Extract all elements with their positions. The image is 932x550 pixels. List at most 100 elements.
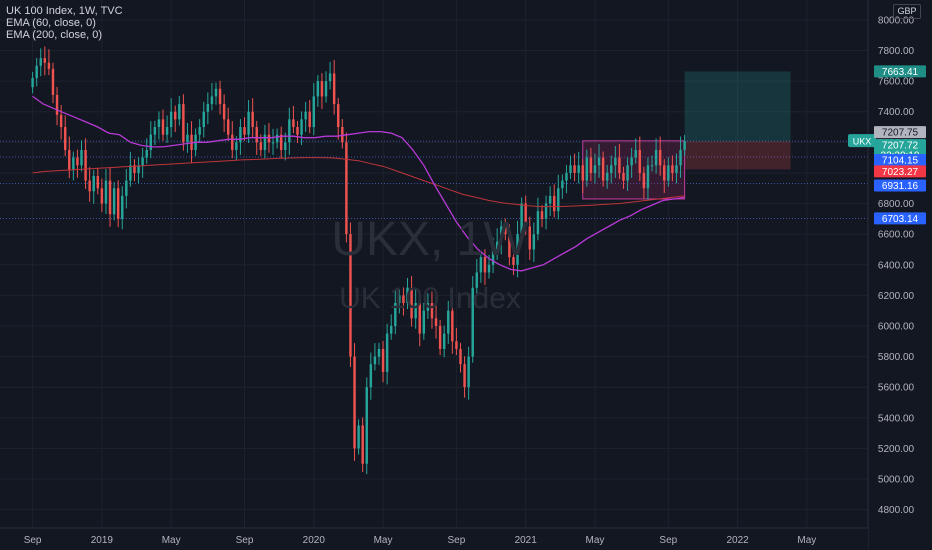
candle-body bbox=[512, 257, 515, 265]
candle-body bbox=[178, 104, 181, 120]
candle-body bbox=[157, 119, 161, 128]
price-label bbox=[874, 65, 926, 78]
price-label bbox=[874, 179, 926, 192]
time-tick-label: 2021 bbox=[515, 535, 538, 546]
candle-body bbox=[112, 188, 116, 215]
candle-body bbox=[263, 134, 267, 150]
candle-body bbox=[31, 78, 34, 88]
candle-body bbox=[345, 142, 348, 235]
time-tick-label: Sep bbox=[24, 535, 42, 546]
long-position-tool[interactable] bbox=[684, 71, 791, 170]
candle-body bbox=[174, 111, 177, 120]
candle-body bbox=[63, 127, 67, 150]
candle-body bbox=[658, 149, 662, 166]
candle-body bbox=[96, 176, 100, 189]
candle-body bbox=[145, 149, 148, 158]
candle-body bbox=[206, 104, 210, 112]
candle-body bbox=[141, 157, 144, 166]
candle-body bbox=[434, 318, 438, 326]
chart-grid bbox=[0, 0, 868, 528]
candle-body bbox=[279, 134, 283, 150]
price-tick-label: 6000.00 bbox=[878, 321, 915, 332]
price-axis-labels: UKX7663.417207.757207.7222:20:107104.157… bbox=[848, 65, 926, 225]
candle-body bbox=[308, 111, 311, 128]
price-label-text: 7104.15 bbox=[882, 155, 919, 166]
candle-body bbox=[442, 333, 446, 349]
candle-body bbox=[161, 119, 165, 135]
candle-body bbox=[129, 165, 132, 181]
candle-body bbox=[569, 165, 572, 173]
price-label-text: 7023.27 bbox=[882, 167, 919, 178]
candle-body bbox=[614, 157, 617, 166]
candle-body bbox=[422, 310, 426, 334]
ema-200-line bbox=[32, 157, 685, 208]
candle-body bbox=[654, 149, 658, 166]
price-axis[interactable]: 4800.00 5000.00 5200.00 5400.00 5600.00 5800.… bbox=[867, 0, 932, 550]
candle-body bbox=[55, 94, 59, 115]
candle-body bbox=[353, 356, 356, 449]
candle-body bbox=[210, 96, 214, 105]
candle-body bbox=[610, 165, 613, 173]
candle-body bbox=[548, 195, 552, 204]
candle-body bbox=[108, 180, 112, 215]
candle-body bbox=[169, 111, 173, 128]
candle-body bbox=[483, 257, 487, 273]
time-tick-label: May bbox=[162, 535, 181, 546]
candle-body bbox=[373, 356, 377, 365]
candle-body bbox=[76, 157, 79, 166]
candle-body bbox=[561, 180, 564, 189]
candle-body bbox=[520, 203, 523, 235]
price-label-text: 6931.16 bbox=[882, 181, 919, 192]
currency-button[interactable]: GBP bbox=[893, 4, 921, 19]
candle-body bbox=[626, 165, 629, 181]
candle-body bbox=[487, 264, 491, 273]
candle-body bbox=[182, 104, 185, 143]
candle-body bbox=[149, 134, 153, 150]
candle-body bbox=[398, 295, 401, 304]
candle-body bbox=[226, 119, 230, 135]
candle-body bbox=[573, 165, 576, 173]
candle-body bbox=[557, 188, 560, 212]
candle-body bbox=[271, 142, 275, 144]
candle-body bbox=[251, 111, 254, 128]
candle-body bbox=[39, 58, 42, 66]
candle-body bbox=[438, 325, 442, 349]
candle-body bbox=[304, 111, 307, 120]
price-tick-label: 7800.00 bbox=[878, 46, 915, 57]
candle-body bbox=[524, 203, 527, 227]
indicator-ema-200[interactable]: EMA (200, close, 0) bbox=[6, 29, 102, 41]
candle-body bbox=[601, 157, 605, 181]
price-label bbox=[874, 126, 926, 139]
symbol-title[interactable]: UK 100 Index, 1W, TVC bbox=[6, 5, 123, 17]
candle-body bbox=[500, 226, 503, 242]
candle-body bbox=[508, 234, 511, 258]
candle-body bbox=[581, 165, 584, 181]
candle-body bbox=[231, 134, 234, 150]
candle-body bbox=[385, 333, 389, 372]
candle-body bbox=[349, 234, 352, 357]
candle-body bbox=[153, 127, 157, 135]
candle-body bbox=[312, 96, 316, 128]
candle-body bbox=[104, 180, 108, 204]
candle-body bbox=[47, 62, 51, 69]
candle-body bbox=[72, 157, 75, 170]
candle-body bbox=[540, 211, 544, 219]
candle-body bbox=[214, 88, 218, 97]
candle-body bbox=[288, 119, 291, 143]
profit-zone bbox=[684, 71, 791, 142]
candle-body bbox=[597, 157, 601, 166]
candle-body bbox=[402, 295, 405, 304]
price-tick-label: 7400.00 bbox=[878, 107, 915, 118]
indicator-ema-60[interactable]: EMA (60, close, 0) bbox=[6, 17, 96, 29]
candle-body bbox=[630, 157, 633, 166]
candle-body bbox=[552, 195, 556, 212]
price-label bbox=[874, 153, 926, 166]
candle-body bbox=[679, 149, 682, 166]
time-axis[interactable]: Sep 2019 May Sep 2020 May Sep 2021 May Sep 2022 May bbox=[0, 527, 868, 550]
candle-body bbox=[259, 142, 263, 150]
candle-body bbox=[92, 176, 95, 192]
time-tick-label: Sep bbox=[659, 535, 677, 546]
price-tick-label: 6400.00 bbox=[878, 260, 915, 271]
candle-body bbox=[516, 234, 519, 265]
